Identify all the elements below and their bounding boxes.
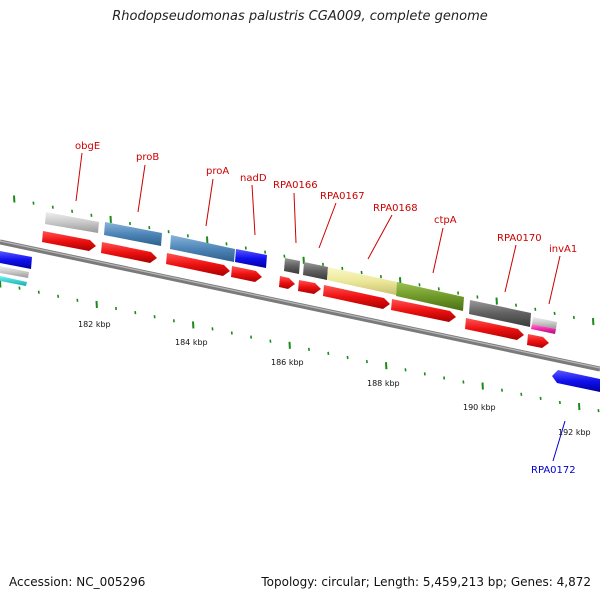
gene-label-RPA0166[interactable]: RPA0166 xyxy=(273,180,318,191)
feature-obgE[interactable] xyxy=(45,212,99,233)
feature-proA[interactable] xyxy=(170,235,235,262)
genome-backbone-highlight xyxy=(0,240,600,369)
map-title: Rhodopseudomonas palustris CGA009, compl… xyxy=(112,9,488,24)
feature-RPA0172[interactable] xyxy=(552,370,600,392)
gene-label-nadD[interactable]: nadD xyxy=(240,173,267,184)
gene-label-proA[interactable]: proA xyxy=(206,166,229,177)
ruler-label-186kbp: 186 kbp xyxy=(271,358,304,367)
cds-arrow-nadD[interactable] xyxy=(231,266,262,282)
feature-left-edge[interactable] xyxy=(0,251,32,286)
cds-arrows xyxy=(42,231,549,348)
genome-summary-text: Topology: circular; Length: 5,459,213 bp… xyxy=(261,575,591,589)
cds-arrow-invA1[interactable] xyxy=(527,334,549,348)
gene-label-RPA0172[interactable]: RPA0172 xyxy=(531,465,576,476)
feature-RPA0168[interactable] xyxy=(327,267,397,295)
gene-labels: obgE proB proA nadD RPA0166 RPA0167 RPA0… xyxy=(75,141,577,476)
gene-label-invA1[interactable]: invA1 xyxy=(549,244,577,255)
cds-arrow-RPA0167[interactable] xyxy=(298,280,321,294)
lower-tick-row xyxy=(0,280,600,413)
callout-lines xyxy=(75,152,566,462)
cds-arrow-proB[interactable] xyxy=(101,242,157,263)
cds-arrow-RPA0170[interactable] xyxy=(465,318,524,340)
feature-RPA0166[interactable] xyxy=(284,258,300,274)
feature-nadD[interactable] xyxy=(235,249,267,268)
ruler-labels: 182 kbp 184 kbp 186 kbp 188 kbp 190 kbp … xyxy=(78,320,591,437)
ruler-label-192kbp: 192 kbp xyxy=(558,428,591,437)
ruler-label-188kbp: 188 kbp xyxy=(367,379,400,388)
upper-tick-row xyxy=(13,195,595,326)
feature-invA1[interactable] xyxy=(531,317,557,334)
ruler-label-184kbp: 184 kbp xyxy=(175,338,208,347)
cds-arrow-obgE[interactable] xyxy=(42,231,96,251)
feature-RPA0167[interactable] xyxy=(303,262,328,280)
gene-label-proB[interactable]: proB xyxy=(136,152,159,163)
gene-label-ctpA[interactable]: ctpA xyxy=(434,215,457,226)
cds-arrow-RPA0168[interactable] xyxy=(323,285,390,309)
gene-label-RPA0167[interactable]: RPA0167 xyxy=(320,191,365,202)
feature-proB[interactable] xyxy=(104,222,162,246)
gene-label-RPA0170[interactable]: RPA0170 xyxy=(497,233,542,244)
cds-arrow-proA[interactable] xyxy=(166,253,230,276)
genome-backbone xyxy=(0,239,600,372)
cds-arrow-RPA0166[interactable] xyxy=(279,276,295,289)
cds-arrow-ctpA[interactable] xyxy=(391,299,456,322)
ruler-label-182kbp: 182 kbp xyxy=(78,320,111,329)
feature-RPA0170[interactable] xyxy=(469,300,531,327)
accession-text: Accession: NC_005296 xyxy=(9,575,146,589)
gene-label-RPA0168[interactable]: RPA0168 xyxy=(373,203,418,214)
gene-label-obgE[interactable]: obgE xyxy=(75,141,100,152)
ruler-label-190kbp: 190 kbp xyxy=(463,403,496,412)
feature-ctpA[interactable] xyxy=(396,282,464,311)
